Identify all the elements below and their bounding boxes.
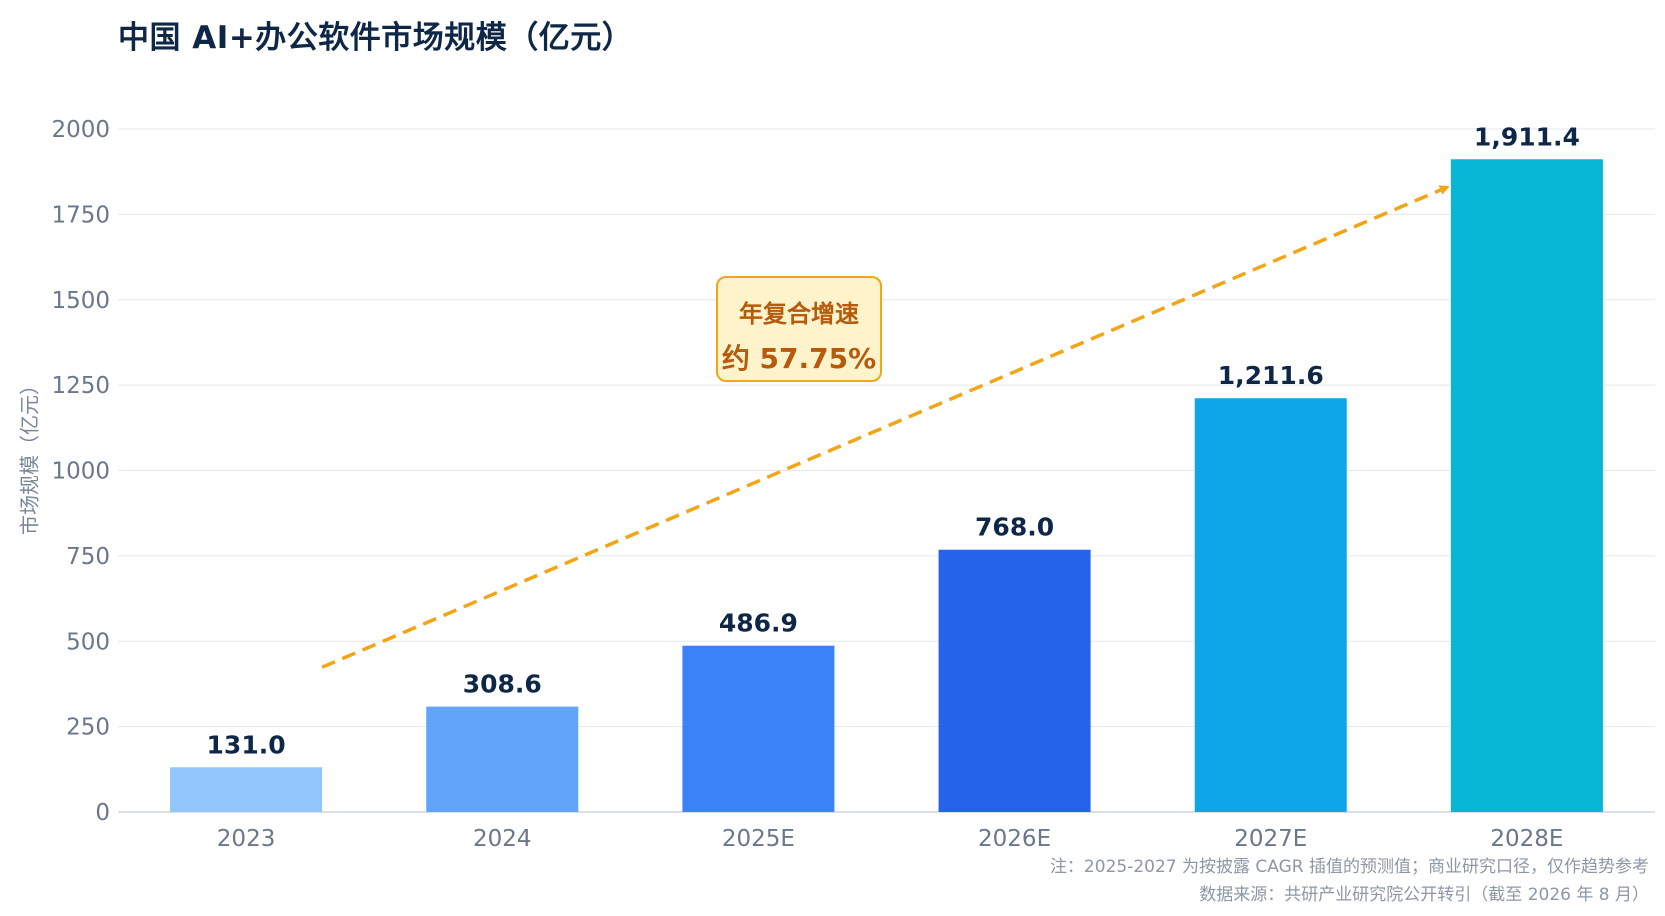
source-note: 数据来源：共研产业研究院公开转引（截至 2026 年 8 月） (1199, 885, 1649, 905)
x-tick-label: 2027E (1234, 826, 1307, 852)
y-tick-label: 1250 (51, 373, 110, 399)
x-tick-label: 2024 (473, 826, 532, 852)
bar (1450, 159, 1603, 812)
y-tick-label: 1000 (51, 459, 110, 485)
y-axis-label: 市场规模（亿元） (17, 375, 42, 535)
bar-value-label: 1,911.4 (1474, 122, 1580, 151)
x-tick-label: 2025E (722, 826, 795, 852)
y-tick-label: 250 (66, 715, 110, 741)
callout-line-1: 年复合增速 (739, 300, 859, 328)
bar-value-label: 131.0 (207, 730, 286, 759)
y-tick-label: 2000 (51, 117, 110, 143)
x-tick-label: 2026E (978, 826, 1051, 852)
footnote: 注：2025-2027 为按披露 CAGR 插值的预测值；商业研究口径，仅作趋势… (1049, 857, 1649, 877)
bar-value-label: 486.9 (719, 609, 798, 638)
chart-title: 中国 AI+办公软件市场规模（亿元） (118, 20, 634, 56)
bar (938, 549, 1091, 812)
cagr-trend-arrow (321, 185, 1450, 669)
bar (682, 645, 835, 812)
bar (1194, 398, 1347, 812)
callout-line-2: 约 57.75% (721, 342, 877, 375)
x-tick-label: 2023 (217, 826, 276, 852)
y-tick-label: 500 (66, 629, 110, 655)
x-tick-label: 2028E (1490, 826, 1563, 852)
y-tick-label: 750 (66, 544, 110, 570)
y-tick-label: 1750 (51, 202, 110, 228)
bar-value-label: 768.0 (975, 513, 1054, 542)
bar (426, 706, 579, 812)
bar (170, 767, 323, 812)
bar-value-label: 1,211.6 (1218, 361, 1324, 390)
bar-value-label: 308.6 (463, 670, 542, 699)
y-tick-label: 0 (95, 800, 110, 826)
cagr-callout: 年复合增速 约 57.75% (716, 276, 882, 382)
y-tick-label: 1500 (51, 288, 110, 314)
